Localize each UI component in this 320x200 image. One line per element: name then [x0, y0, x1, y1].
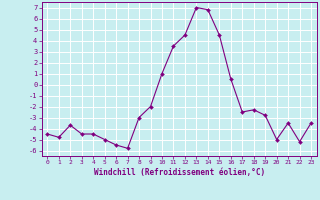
X-axis label: Windchill (Refroidissement éolien,°C): Windchill (Refroidissement éolien,°C) — [94, 168, 265, 177]
